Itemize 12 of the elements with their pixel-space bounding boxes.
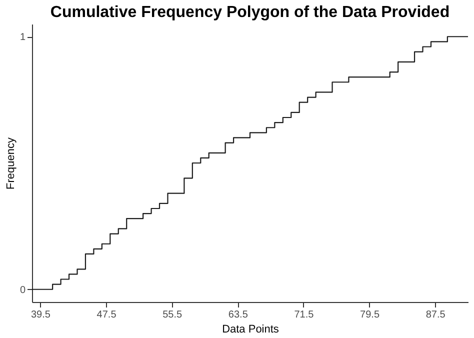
x-tick-label: 39.5	[30, 310, 51, 320]
y-axis-title: Frequency	[4, 137, 17, 190]
x-tick-label: 79.5	[360, 310, 380, 320]
chart-title: Cumulative Frequency Polygon of the Data Provided	[50, 4, 450, 21]
y-tick-label: 0	[20, 284, 26, 296]
x-tick-label: 63.5	[228, 310, 248, 320]
x-tick-label: 87.5	[426, 310, 446, 320]
x-tick-label: 71.5	[294, 310, 314, 320]
x-tick-label: 55.5	[162, 310, 183, 320]
x-axis-title: Data Points	[222, 324, 280, 336]
x-tick-label: 47.5	[96, 310, 117, 320]
y-tick-label: 1	[20, 32, 26, 44]
